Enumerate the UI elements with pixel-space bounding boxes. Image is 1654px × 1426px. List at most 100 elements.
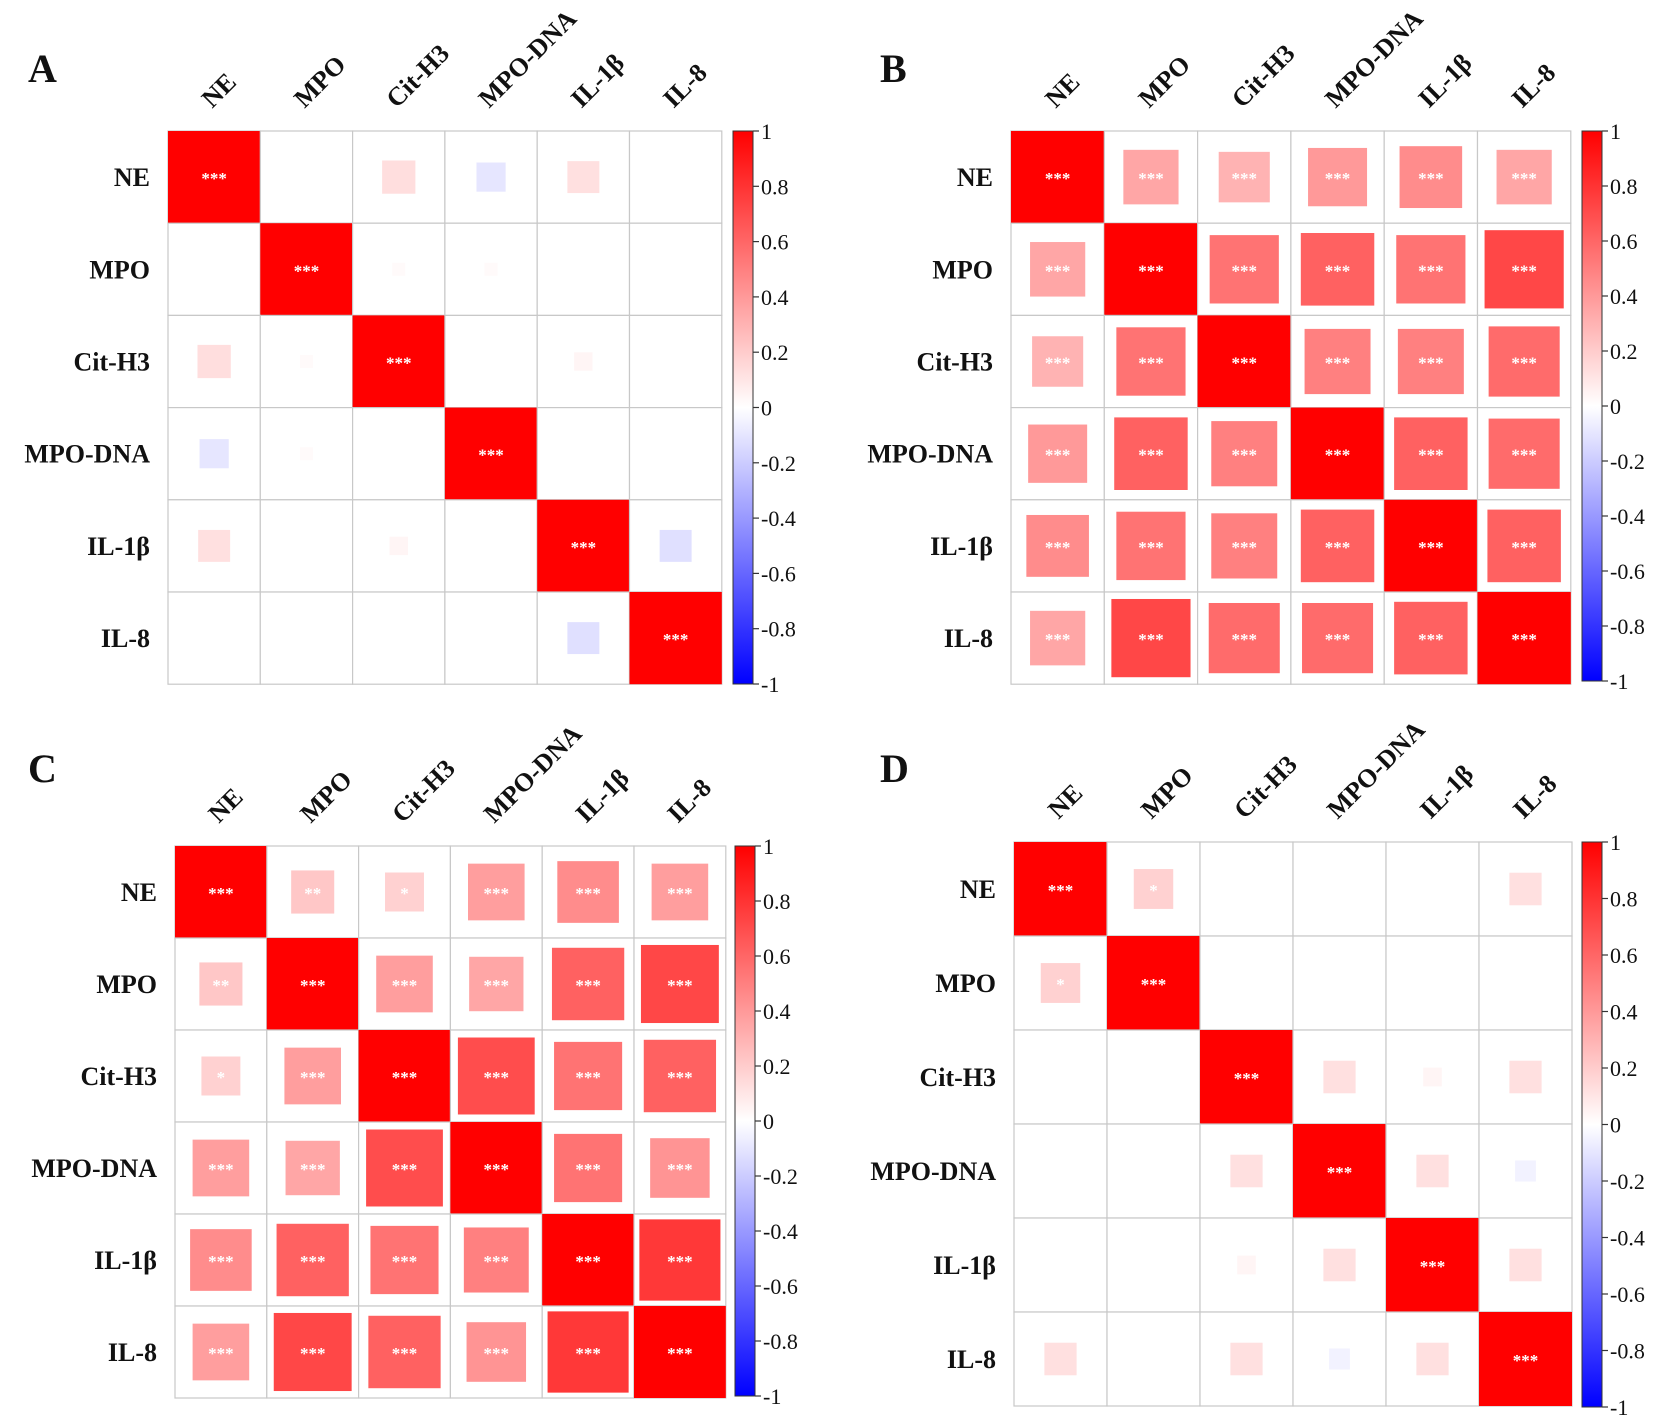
grid-cell: [167, 222, 261, 316]
heatmap-cell-1-1: [1104, 223, 1198, 316]
heatmap-cell-5-4: [567, 622, 600, 655]
column-label: MPO: [1135, 761, 1198, 824]
colorbar-tick-label: -0.8: [1610, 1339, 1645, 1364]
column-label: IL-8: [657, 58, 712, 113]
significance-label: ***: [667, 976, 693, 995]
colorbar-tick-label: -0.6: [763, 1274, 798, 1299]
colorbar-tick-label: 1: [1610, 119, 1621, 144]
heatmap-cell-3-5: [1488, 418, 1560, 489]
significance-label: ***: [667, 1344, 693, 1363]
row-label: IL-1β: [87, 532, 150, 561]
row-label: IL-1β: [94, 1246, 157, 1275]
heatmap-cell-0-4: [557, 861, 619, 923]
grid-cell: [628, 130, 723, 224]
significance-label: ***: [1048, 881, 1074, 900]
colorbar-tick-label: -0.8: [1610, 614, 1645, 639]
heatmap-cell-3-1: [285, 1140, 340, 1196]
heatmap-cell-3-4: [554, 1133, 623, 1203]
column-label: NE: [1042, 778, 1088, 824]
column-label: IL-8: [1507, 769, 1562, 824]
heatmap-cell-5-1: [1111, 598, 1191, 678]
significance-label: ***: [208, 1344, 234, 1363]
grid-cell: [1106, 1123, 1201, 1219]
colorbar-tick-label: -0.6: [1610, 1282, 1645, 1307]
colorbar-tick-label: 0.8: [1610, 887, 1638, 912]
significance-label: ***: [300, 976, 326, 995]
heatmap-cell-1-0: [1030, 242, 1086, 297]
colorbar-tick-label: 0: [1610, 394, 1621, 419]
heatmap-cell-0-5: [1509, 872, 1542, 906]
row-label: NE: [121, 878, 157, 907]
significance-label: ***: [208, 884, 234, 903]
colorbar-tick-label: 0.8: [1610, 174, 1638, 199]
heatmap-cell-2-3: [457, 1037, 535, 1115]
grid-cell: [628, 314, 723, 409]
heatmap-cell-1-5: [1484, 230, 1564, 309]
heatmap-cell-4-3: [1323, 1248, 1356, 1282]
heatmap-cell-5-5: [1479, 1312, 1572, 1406]
significance-label: ***: [1511, 261, 1537, 280]
heatmap-cell-0-0: [175, 846, 267, 938]
column-label: MPO: [1133, 50, 1196, 113]
significance-label: ***: [392, 1160, 418, 1179]
column-label: MPO-DNA: [478, 719, 588, 829]
significance-label: ***: [667, 1068, 693, 1087]
panel-label: A: [28, 46, 57, 91]
panel-B: B *** *** *** *** *** *** *** *** *** *** *** *** ***…: [867, 4, 1644, 694]
colorbar-tick-label: -0.4: [1610, 1226, 1645, 1251]
significance-label: ***: [208, 1160, 234, 1179]
heatmap-cell-0-2: [382, 160, 416, 194]
significance-label: ***: [1138, 261, 1164, 280]
significance-label: ***: [1511, 630, 1537, 649]
column-label: MPO-DNA: [1319, 4, 1429, 114]
grid-cell: [444, 591, 538, 685]
heatmap-cell-2-2: [1200, 1030, 1293, 1124]
grid-cell: [1106, 1029, 1201, 1125]
heatmap-cell-3-3: [450, 1122, 543, 1214]
heatmap-cell-3-1: [299, 447, 313, 461]
heatmap-cell-5-3: [1329, 1348, 1350, 1370]
heatmap-cell-3-5: [650, 1138, 710, 1198]
significance-label: ***: [1511, 354, 1537, 373]
significance-label: ***: [1138, 538, 1164, 557]
heatmap-cell-4-4: [542, 1214, 634, 1306]
grid-cell: [1106, 1311, 1201, 1407]
significance-label: ***: [1327, 1163, 1353, 1182]
column-label: Cit-H3: [1228, 750, 1303, 825]
grid-cell: [352, 591, 446, 685]
heatmap-cell-4-2: [370, 1225, 439, 1295]
heatmap-cell-0-0: [1011, 131, 1105, 224]
heatmap-cell-5-0: [192, 1323, 250, 1381]
colorbar-tick-label: 0: [763, 1109, 774, 1134]
heatmap-cell-0-5: [651, 863, 709, 921]
column-label: Cit-H3: [380, 39, 455, 114]
colorbar-tick-label: -0.4: [761, 506, 796, 531]
heatmap-cell-5-0: [1044, 1342, 1077, 1376]
heatmap-cell-5-4: [1394, 601, 1468, 675]
column-label: MPO-DNA: [1321, 715, 1431, 825]
panel-label: B: [880, 46, 907, 91]
column-label: IL-1β: [1413, 48, 1478, 113]
heatmap-cell-5-5: [1477, 592, 1571, 685]
heatmap-cell-0-1: [1123, 149, 1179, 205]
heatmap-cell-1-5: [640, 944, 719, 1024]
heatmap-cell-5-4: [547, 1311, 629, 1393]
significance-label: ***: [1045, 169, 1071, 188]
heatmap-cell-2-4: [1423, 1067, 1442, 1087]
row-label: MPO: [932, 255, 993, 284]
heatmap-cell-5-4: [1416, 1342, 1449, 1376]
colorbar-tick-label: 0.2: [761, 340, 789, 365]
column-label: IL-1β: [570, 763, 635, 828]
significance-label: ***: [1325, 354, 1351, 373]
significance-label: ***: [575, 1160, 601, 1179]
significance-label: ***: [1325, 169, 1351, 188]
grid-cell: [352, 407, 446, 501]
heatmap-cell-5-2: [1208, 602, 1280, 674]
significance-label: ***: [484, 1344, 510, 1363]
heatmap-cell-2-5: [1488, 326, 1560, 397]
significance-label: ***: [1045, 538, 1071, 557]
significance-label: ***: [667, 1160, 693, 1179]
significance-label: ***: [1232, 630, 1258, 649]
grid-cell: [1199, 935, 1294, 1031]
heatmap-cell-1-1: [1107, 936, 1200, 1030]
